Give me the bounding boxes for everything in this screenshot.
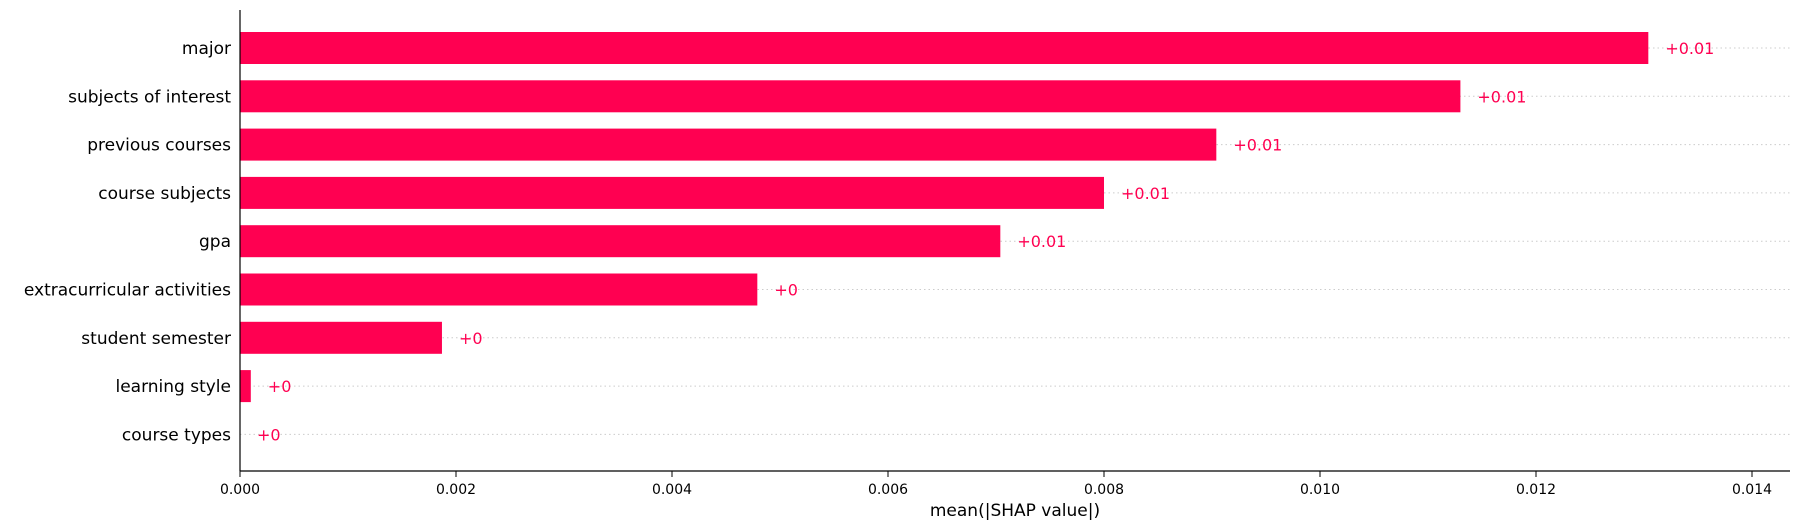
- bar: [240, 370, 251, 403]
- value-label: +0: [257, 425, 281, 444]
- bars: [240, 32, 1649, 403]
- axes: [239, 10, 1790, 472]
- bar: [240, 80, 1461, 113]
- bar: [240, 321, 442, 354]
- bar: [240, 32, 1649, 64]
- category-label: subjects of interest: [68, 87, 231, 107]
- value-label: +0: [459, 329, 483, 348]
- value-label: +0.01: [1121, 184, 1170, 203]
- value-label: +0.01: [1665, 39, 1714, 58]
- x-axis-label: mean(|SHAP value|): [930, 501, 1100, 521]
- value-label: +0: [268, 377, 292, 396]
- x-tick-label: 0.008: [1084, 482, 1124, 498]
- value-labels: +0.01 +0.01 +0.01 +0.01 +0.01 +0 +0 +0 +0: [257, 39, 1714, 444]
- value-label: +0.01: [1233, 136, 1282, 155]
- category-label: previous courses: [87, 136, 231, 156]
- bar: [240, 128, 1217, 161]
- value-label: +0.01: [1477, 87, 1526, 106]
- x-tick-label: 0.012: [1516, 482, 1556, 498]
- y-axis-labels: major subjects of interest previous course…: [24, 39, 231, 445]
- x-tick-label: 0.006: [868, 482, 908, 498]
- category-label: major: [182, 39, 231, 59]
- bar: [240, 176, 1104, 209]
- category-label: gpa: [199, 232, 231, 252]
- x-tick-label: 0.000: [220, 482, 260, 498]
- category-label: course subjects: [98, 184, 231, 204]
- category-label: extracurricular activities: [24, 281, 231, 301]
- category-label: learning style: [115, 377, 231, 397]
- value-label: +0.01: [1017, 232, 1066, 251]
- value-label: +0: [774, 281, 798, 300]
- bar: [240, 273, 758, 306]
- category-label: student semester: [81, 329, 231, 349]
- x-tick-label: 0.004: [652, 482, 692, 498]
- x-axis-ticks: 0.000 0.002 0.004 0.006 0.008 0.010 0.012 0.014: [220, 471, 1772, 498]
- x-tick-label: 0.010: [1300, 482, 1340, 498]
- x-tick-label: 0.002: [436, 482, 476, 498]
- x-tick-label: 0.014: [1732, 482, 1772, 498]
- category-label: course types: [122, 425, 231, 445]
- bar: [240, 225, 1001, 258]
